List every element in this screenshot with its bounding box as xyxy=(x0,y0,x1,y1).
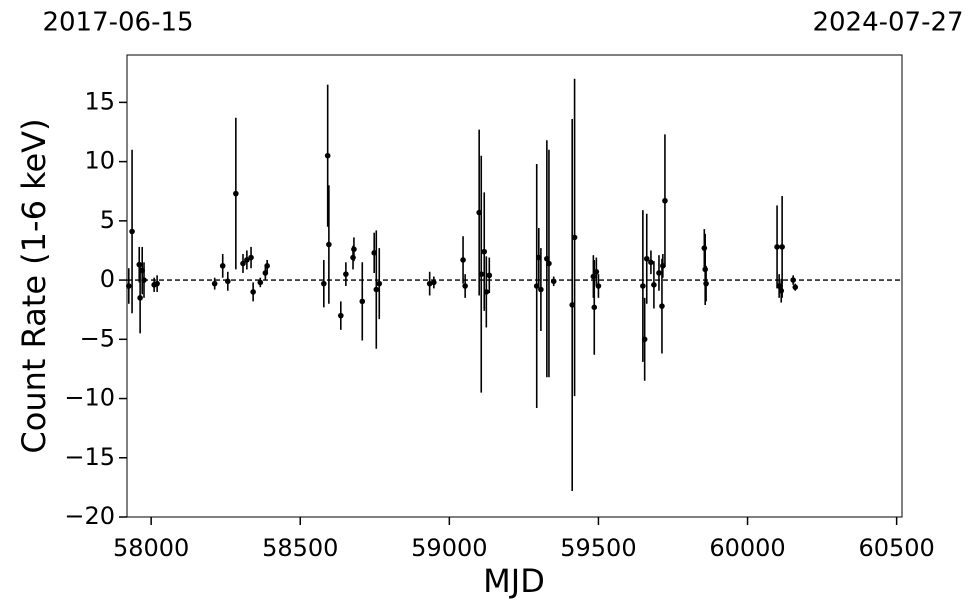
data-point xyxy=(431,279,437,286)
data-point xyxy=(478,271,485,277)
data-point xyxy=(326,241,332,248)
data-point xyxy=(643,255,650,262)
data-point xyxy=(321,280,327,287)
data-point xyxy=(703,280,709,287)
y-tick-label: 0 xyxy=(100,265,115,293)
data-point xyxy=(264,263,270,269)
data-point xyxy=(590,273,597,280)
data-point xyxy=(219,263,226,269)
data-point xyxy=(640,283,646,289)
data-point xyxy=(701,245,708,251)
data-point xyxy=(359,298,366,305)
data-point xyxy=(324,152,331,159)
x-tick-label: 59500 xyxy=(560,534,636,562)
y-tick-label: 15 xyxy=(84,87,115,115)
data-point xyxy=(702,266,708,273)
data-point xyxy=(462,283,468,289)
y-tick-label: −15 xyxy=(64,443,115,471)
x-tick-label: 58000 xyxy=(113,534,189,562)
y-tick-label: 10 xyxy=(84,147,115,175)
data-point xyxy=(595,283,602,289)
data-point xyxy=(656,270,662,276)
data-point xyxy=(136,261,143,268)
data-point xyxy=(662,197,668,204)
y-axis-label: Count Rate (1-6 keV) xyxy=(15,118,53,453)
data-point xyxy=(137,295,143,301)
data-point xyxy=(224,278,231,285)
x-tick-label: 60000 xyxy=(709,534,785,562)
data-point xyxy=(481,248,488,255)
data-point xyxy=(257,279,264,286)
data-point xyxy=(550,278,557,285)
data-point xyxy=(141,277,147,283)
y-tick-label: 5 xyxy=(100,206,115,234)
data-point xyxy=(779,244,785,250)
data-point xyxy=(343,271,349,277)
data-point xyxy=(350,254,356,261)
data-point xyxy=(376,280,383,287)
data-point xyxy=(641,336,648,343)
x-axis-label: MJD xyxy=(483,562,545,600)
data-point xyxy=(651,282,657,288)
data-point xyxy=(591,304,598,311)
data-point xyxy=(593,268,600,275)
data-point xyxy=(571,234,578,241)
data-point xyxy=(338,312,344,319)
data-point xyxy=(569,302,576,308)
data-point xyxy=(538,286,544,293)
data-point xyxy=(546,260,552,267)
data-point xyxy=(250,289,256,295)
data-point xyxy=(648,259,654,266)
data-point xyxy=(460,257,466,263)
data-point xyxy=(233,190,239,197)
data-point xyxy=(154,280,160,287)
data-point xyxy=(129,228,135,235)
data-point xyxy=(211,280,218,287)
data-point xyxy=(244,257,250,263)
data-point xyxy=(778,287,785,294)
data-point xyxy=(774,244,780,250)
data-point xyxy=(792,284,799,290)
y-tick-label: −10 xyxy=(64,384,115,412)
data-point xyxy=(351,246,357,253)
data-point xyxy=(248,254,254,261)
data-point xyxy=(486,272,493,279)
x-tick-label: 60500 xyxy=(858,534,934,562)
data-point xyxy=(790,277,796,283)
y-tick-label: −20 xyxy=(64,502,115,530)
data-point xyxy=(659,303,665,309)
x-tick-label: 58500 xyxy=(262,534,338,562)
y-tick-label: −5 xyxy=(80,324,115,352)
x-tick-label: 59000 xyxy=(411,534,487,562)
data-point xyxy=(125,283,132,289)
plot-frame xyxy=(126,54,903,518)
data-point xyxy=(373,286,380,293)
start-date: 2017-06-15 xyxy=(42,8,193,38)
data-point xyxy=(240,260,246,267)
data-point xyxy=(483,289,490,295)
end-date: 2024-07-27 xyxy=(812,8,963,38)
